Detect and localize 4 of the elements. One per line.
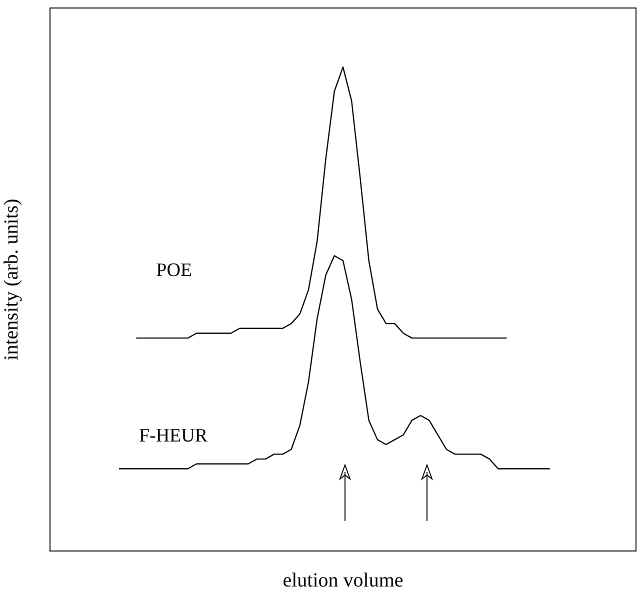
text: POE xyxy=(156,260,192,282)
x-axis-title: elution volume xyxy=(282,569,404,592)
y-axis-title: intensity (arb. units) xyxy=(0,198,22,360)
series-label: F-HEUR xyxy=(138,426,208,447)
